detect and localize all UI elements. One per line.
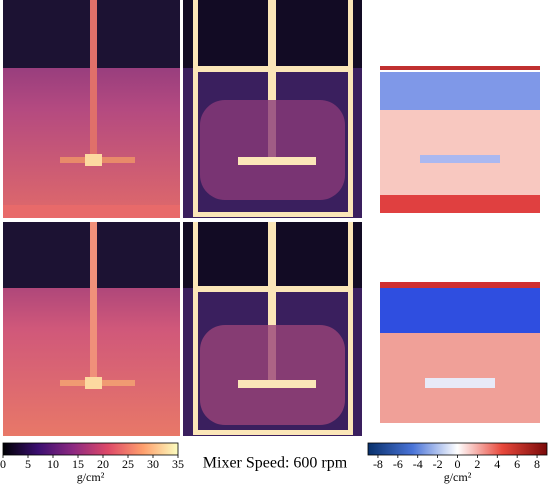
tick-label: 0 [455,457,461,471]
tick-label: -2 [433,457,443,471]
difference-image [367,222,547,436]
tick-label: 0 [0,457,6,471]
tick-label: 15 [72,457,84,471]
panels [3,0,547,436]
tick-label: -4 [413,457,423,471]
difference-image [367,0,547,218]
caption: Mixer Speed: 600 rpm [203,455,348,472]
gradient-image [183,0,362,218]
density-image [3,0,180,218]
tick-label: 10 [47,457,59,471]
tick-label: 4 [494,457,500,471]
colorbar [367,442,548,456]
tick-label: 20 [97,457,109,471]
tick-label: 6 [514,457,520,471]
tick-label: 30 [147,457,159,471]
tick-label: -6 [393,457,403,471]
tick-label: 35 [172,457,184,471]
colorbar-label: g/cm² [77,470,105,484]
colorbar [2,442,179,456]
tick-label: 8 [534,457,540,471]
tick-label: -8 [373,457,383,471]
tick-label: 5 [25,457,31,471]
colorbar-label: g/cm² [444,470,472,484]
tick-label: 2 [474,457,480,471]
density-image [3,222,180,436]
gradient-image [183,222,362,436]
tick-label: 25 [122,457,134,471]
